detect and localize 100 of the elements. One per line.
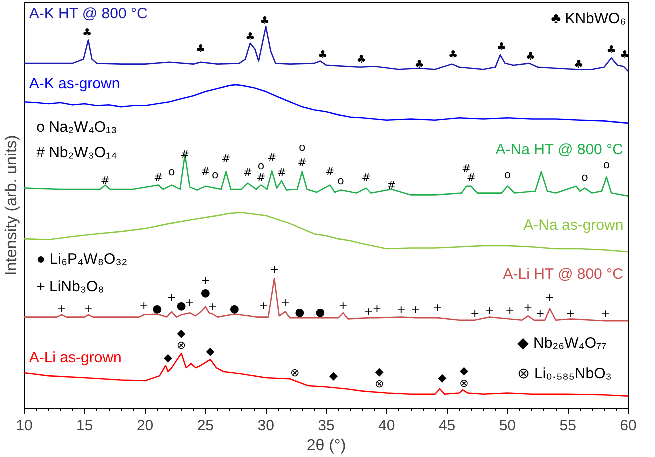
- annotation: #: [326, 165, 335, 178]
- annotation: ◆: [164, 351, 174, 364]
- annotation: +: [208, 300, 218, 314]
- annotation: +: [411, 303, 420, 316]
- annotation: +: [280, 296, 290, 310]
- annotation: ●: [295, 306, 305, 319]
- annotation: #: [256, 172, 266, 185]
- annotation: o: [258, 159, 265, 172]
- annotation: ♣: [356, 52, 366, 66]
- y-axis-title: Intensity (arb. units): [4, 135, 20, 276]
- annotation: ◆: [206, 345, 216, 358]
- annotation: o Na₂W₄O₁₃: [36, 118, 118, 136]
- annotation: o: [338, 174, 345, 188]
- annotation: +: [396, 303, 406, 316]
- annotation: +: [84, 302, 94, 316]
- annotation: ◆ Nb₂₆W₄O₇₇: [517, 335, 607, 352]
- annotation: ●: [200, 286, 211, 300]
- annotation: +: [139, 300, 149, 313]
- series-label: A-K HT @ 800 °C: [29, 5, 148, 22]
- series-label: A-Na as-grown: [524, 217, 624, 234]
- annotation: o: [298, 141, 306, 154]
- annotation: ♣: [448, 48, 458, 62]
- text: A-Li HT @ 800 °C: [503, 266, 624, 284]
- annotation: ⊗: [176, 339, 186, 352]
- annotation: +: [167, 291, 176, 304]
- annotation: +: [338, 300, 348, 313]
- annotation: # Nb₂W₃O₁₄: [36, 144, 118, 162]
- annotation: ⊗ Li₀.₅₈₅NbO₃: [517, 366, 612, 383]
- x-tick-label: 30: [258, 418, 274, 434]
- annotation: +: [185, 296, 195, 310]
- annotation: o: [212, 168, 219, 182]
- x-axis-title: 2θ (°): [306, 438, 346, 454]
- annotation: ●: [176, 299, 186, 312]
- annotation: #: [154, 172, 164, 185]
- annotation: #: [362, 172, 371, 185]
- annotation: #: [268, 151, 277, 164]
- annotation: ◆: [177, 326, 186, 340]
- annotation: +: [259, 300, 268, 313]
- annotation: ⊗: [290, 366, 300, 380]
- annotation: ♣: [82, 26, 92, 40]
- annotation: +: [536, 306, 545, 320]
- annotation: o: [603, 158, 610, 172]
- annotation: +: [372, 302, 382, 316]
- annotation: o: [582, 170, 589, 184]
- annotation: +: [566, 306, 576, 320]
- annotation: #: [277, 166, 286, 180]
- annotation: #: [298, 156, 307, 170]
- annotation: ♣: [245, 30, 256, 44]
- annotation: +: [545, 291, 555, 304]
- annotation: ◆: [330, 370, 339, 383]
- x-tick-label: 25: [197, 418, 214, 434]
- annotation: ♣: [606, 44, 617, 57]
- annotation: ◆: [438, 371, 448, 384]
- annotation: +: [270, 262, 280, 276]
- annotation: ●: [316, 306, 326, 319]
- x-tick-label: 10: [16, 418, 33, 434]
- x-tick-label: 35: [318, 418, 335, 434]
- annotation: ●: [152, 302, 162, 316]
- x-tick-label: 50: [499, 418, 516, 434]
- annotation: #: [100, 174, 110, 188]
- x-tick-label: 20: [136, 418, 154, 434]
- x-tick-label: 45: [438, 418, 456, 434]
- annotation: + LiNb₃O₈: [36, 278, 104, 296]
- series-label: A-Li as-grown: [29, 349, 122, 366]
- annotation: #: [201, 165, 210, 178]
- annotation: o: [168, 165, 176, 178]
- annotation: +: [433, 302, 442, 314]
- annotation: ◆: [375, 365, 384, 378]
- annotation: ♣: [620, 48, 630, 62]
- annotation: ● Li₆P₄W₈O₃₂: [36, 250, 128, 268]
- annotation: ♣: [526, 50, 536, 63]
- annotation: +: [600, 308, 610, 321]
- annotation: #: [180, 148, 190, 162]
- annotation: ●: [230, 302, 240, 316]
- x-tick-label: 15: [76, 418, 94, 434]
- series-label: A-Na HT @ 800 °C: [496, 141, 624, 158]
- annotation: ◆: [460, 364, 469, 378]
- x-tick-label: 60: [620, 418, 637, 434]
- annotation: ⊗: [375, 378, 384, 391]
- annotation: +: [484, 304, 494, 318]
- annotation: #: [243, 166, 253, 180]
- annotation: #: [222, 152, 231, 166]
- annotation: +: [470, 306, 480, 320]
- annotation: ♣: [196, 42, 206, 56]
- x-tick-label: 55: [560, 418, 576, 434]
- x-tick-label: 40: [378, 418, 396, 434]
- annotation: ♣ KNbWO₆: [551, 10, 626, 28]
- annotation: +: [364, 305, 374, 318]
- series-label: A-K as-grown: [29, 75, 120, 92]
- annotation: +: [201, 274, 210, 288]
- annotation: ♣: [318, 48, 328, 62]
- annotation: ♣: [414, 58, 424, 71]
- annotation: ♣: [496, 40, 507, 54]
- annotation: +: [506, 304, 515, 318]
- annotation: +: [524, 302, 533, 314]
- annotation: o: [504, 168, 512, 182]
- annotation: +: [57, 302, 67, 316]
- annotation: ♣: [260, 14, 270, 28]
- annotation: ⊗: [460, 376, 469, 390]
- annotation: #: [387, 178, 396, 192]
